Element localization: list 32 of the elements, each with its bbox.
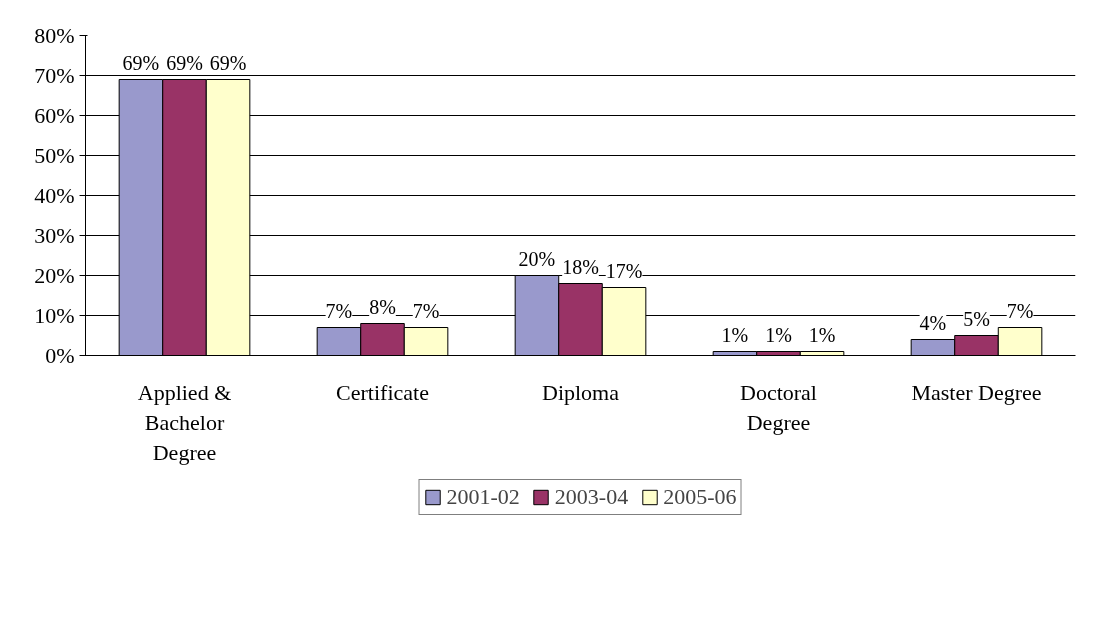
y-tick-label: 70%	[34, 63, 75, 88]
data-label: 7%	[1006, 299, 1034, 322]
data-label: 18%	[562, 255, 599, 278]
y-tick-label: 60%	[34, 103, 75, 128]
data-label: 7%	[325, 299, 353, 322]
data-label: 8%	[369, 295, 396, 318]
data-label: 5%	[963, 307, 990, 330]
data-label: 17%	[605, 259, 643, 282]
y-tick-label: 50%	[34, 143, 75, 168]
legend-label: 2003-04	[554, 484, 629, 510]
data-label: 1%	[765, 323, 792, 346]
data-label: 69%	[166, 51, 203, 74]
data-label: 69%	[209, 51, 247, 74]
y-tick-label: 20%	[34, 263, 75, 288]
data-label: 20%	[518, 247, 556, 270]
y-tick-label: 40%	[34, 183, 75, 208]
y-tick-label: 10%	[34, 303, 75, 328]
data-label: 4%	[919, 311, 947, 334]
data-label: 7%	[412, 299, 440, 322]
y-tick-label: 80%	[34, 23, 75, 48]
legend-label: 2001-02	[446, 484, 520, 510]
x-tick-label: Master Degree	[911, 379, 1042, 405]
data-label: 69%	[122, 51, 160, 74]
x-tick-label: Doctoral Degree	[740, 379, 817, 435]
x-tick-label: Applied & Bachelor Degree	[137, 379, 232, 465]
x-tick-label: Certificate	[336, 379, 429, 405]
x-tick-label: Diploma	[542, 379, 620, 405]
data-label: 1%	[808, 323, 836, 346]
y-tick-label: 30%	[34, 223, 75, 248]
legend-label: 2005-06	[663, 484, 737, 510]
y-tick-label: 0%	[45, 343, 75, 368]
data-label: 1%	[721, 323, 749, 346]
